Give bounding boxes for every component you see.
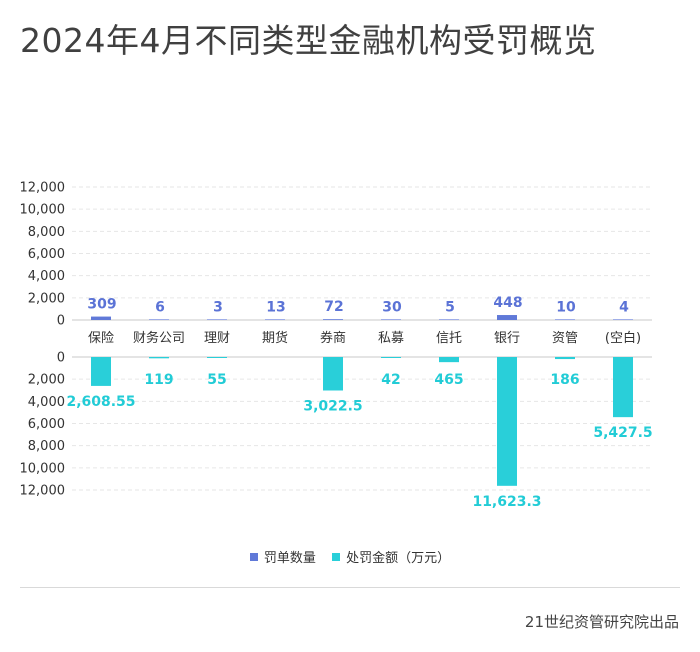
bar-count <box>439 319 459 320</box>
data-label-amount: 42 <box>381 372 400 388</box>
category-label: (空白) <box>605 330 641 346</box>
data-label-count: 72 <box>324 299 343 315</box>
legend-label-amount: 处罚金额（万元） <box>346 551 451 566</box>
data-label-count: 4 <box>619 299 629 315</box>
category-label: 券商 <box>320 330 346 346</box>
legend-swatch-count <box>249 553 258 561</box>
chart: 12,000 10,000 8,000 6,000 4,000 2,000 0 0 2,000 4… <box>20 181 653 510</box>
upper-tick-label: 12,000 <box>20 181 66 196</box>
lower-tick-label: 6,000 <box>28 417 65 432</box>
bar-amount <box>555 357 575 360</box>
bar-amount <box>381 357 401 358</box>
legend: 罚单数量 处罚金额（万元） <box>0 547 700 566</box>
lower-tick-label: 10,000 <box>20 461 66 476</box>
source-credit: 21世纪资管研究院出品 <box>524 613 679 631</box>
legend-item-amount[interactable]: 处罚金额（万元） <box>332 547 450 566</box>
upper-tick-label: 2,000 <box>28 291 65 306</box>
data-label-count: 13 <box>266 299 285 315</box>
category-label: 银行 <box>494 331 520 346</box>
data-label-amount: 11,623.3 <box>472 494 541 510</box>
lower-tick-label: 0 <box>57 351 65 366</box>
bar-amount <box>497 357 517 486</box>
lower-tick-label: 4,000 <box>28 395 65 410</box>
bar-amount <box>613 357 633 418</box>
category-label: 保险 <box>88 331 114 346</box>
footer-divider <box>20 587 680 588</box>
chart-title: 2024年4月不同类型金融机构受罚概览 <box>20 21 597 60</box>
bar-amount <box>91 357 111 386</box>
bar-count <box>323 319 343 320</box>
legend-label-count: 罚单数量 <box>263 551 316 566</box>
bar-amount <box>149 357 169 359</box>
upper-tick-label: 4,000 <box>28 269 65 284</box>
data-label-count: 3 <box>213 299 223 315</box>
bar-amount <box>439 357 459 363</box>
category-label: 财务公司 <box>133 330 185 346</box>
upper-tick-label: 8,000 <box>28 225 65 240</box>
legend-swatch-amount <box>332 553 341 561</box>
category-label: 资管 <box>552 331 578 346</box>
bar-amount <box>323 357 343 391</box>
category-label: 理财 <box>204 331 230 346</box>
data-label-amount: 5,427.5 <box>593 425 652 441</box>
data-label-count: 309 <box>87 297 116 313</box>
category-label: 期货 <box>262 330 288 346</box>
data-label-amount: 119 <box>144 372 173 388</box>
bar-count <box>91 316 111 320</box>
category-label: 私募 <box>378 331 404 346</box>
bar-count <box>265 319 285 320</box>
upper-tick-label: 0 <box>57 314 65 329</box>
bar-count <box>555 319 575 320</box>
lower-tick-label: 2,000 <box>28 373 65 388</box>
bar-count <box>497 315 517 320</box>
legend-item-count[interactable]: 罚单数量 <box>249 547 316 566</box>
bar-amount <box>207 357 227 358</box>
data-label-amount: 465 <box>434 372 463 388</box>
data-label-count: 448 <box>493 295 522 311</box>
bar-count <box>149 319 169 320</box>
data-label-amount: 186 <box>550 372 579 388</box>
bar-count <box>613 319 633 320</box>
lower-tick-label: 8,000 <box>28 439 65 454</box>
data-label-count: 30 <box>382 299 402 315</box>
data-label-amount: 3,022.5 <box>303 398 362 414</box>
data-label-count: 5 <box>445 299 455 315</box>
category-label: 信托 <box>436 331 462 346</box>
data-label-amount: 55 <box>207 372 226 388</box>
upper-tick-label: 6,000 <box>28 247 65 262</box>
upper-tick-label: 10,000 <box>20 203 66 218</box>
lower-tick-label: 12,000 <box>20 484 66 499</box>
data-label-count: 10 <box>556 299 576 315</box>
data-label-count: 6 <box>155 299 165 315</box>
bar-count <box>381 319 401 320</box>
bar-count <box>207 319 227 320</box>
data-label-amount: 2,608.55 <box>66 394 135 410</box>
